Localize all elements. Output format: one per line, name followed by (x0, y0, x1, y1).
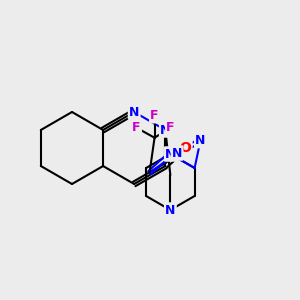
Text: F: F (150, 109, 159, 122)
Text: F: F (166, 121, 175, 134)
Text: N: N (165, 148, 176, 160)
Text: N: N (129, 106, 140, 118)
Text: N: N (160, 124, 170, 136)
Text: N: N (195, 134, 206, 147)
Text: N: N (172, 146, 182, 160)
Text: N: N (165, 203, 176, 217)
Text: F: F (132, 121, 141, 134)
Text: O: O (179, 141, 191, 155)
